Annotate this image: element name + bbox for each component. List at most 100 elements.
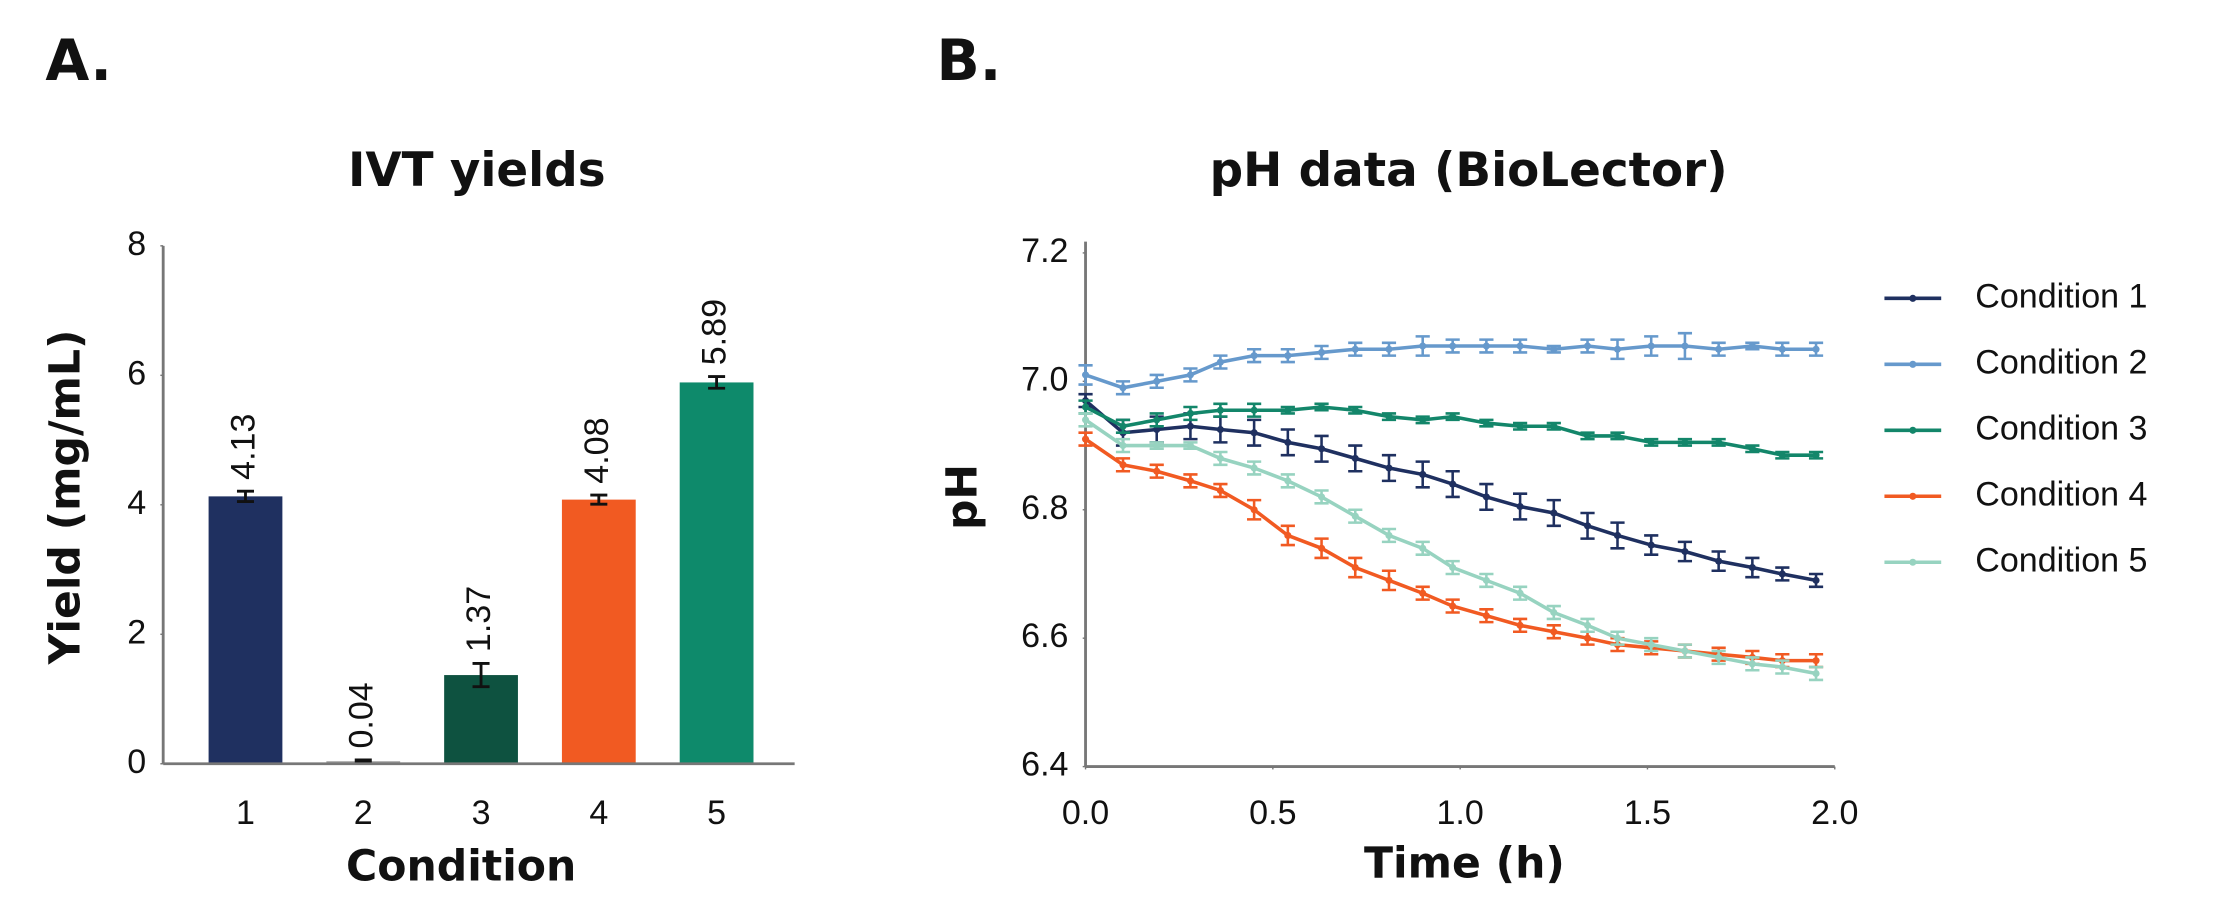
y-tick-label: 6 xyxy=(127,354,146,392)
marker xyxy=(1482,493,1490,501)
marker xyxy=(1153,425,1161,434)
marker xyxy=(1318,544,1326,552)
marker xyxy=(1351,345,1359,353)
series-line xyxy=(1084,418,1817,676)
marker xyxy=(1081,403,1090,411)
marker xyxy=(1318,403,1326,411)
marker xyxy=(1516,589,1524,597)
y-tick-label: 2 xyxy=(127,613,146,651)
y-tick-label: 8 xyxy=(127,225,146,263)
marker xyxy=(1216,486,1224,495)
value-label: 4.13 xyxy=(224,414,262,480)
marker xyxy=(1550,345,1558,353)
marker xyxy=(1419,589,1427,597)
marker xyxy=(1748,342,1756,350)
marker xyxy=(1681,342,1689,350)
marker xyxy=(1284,406,1292,414)
marker xyxy=(1284,438,1292,446)
marker xyxy=(1284,477,1292,485)
marker xyxy=(1318,493,1326,501)
marker xyxy=(1119,461,1127,469)
marker xyxy=(1516,422,1524,430)
marker xyxy=(1419,416,1427,424)
marker xyxy=(1482,576,1490,584)
marker xyxy=(1550,608,1558,617)
marker xyxy=(1186,371,1194,379)
x-tick-label: 3 xyxy=(472,794,491,832)
marker xyxy=(1351,454,1359,462)
marker xyxy=(1647,438,1655,446)
marker xyxy=(1186,422,1194,430)
marker xyxy=(1715,438,1723,446)
bar xyxy=(561,499,636,764)
error-bar xyxy=(354,758,372,764)
bar xyxy=(679,382,754,764)
legend-label: Condition 2 xyxy=(1975,343,2147,381)
marker xyxy=(1748,660,1756,668)
marker xyxy=(1516,503,1524,511)
x-tick-label: 0.0 xyxy=(1062,794,1109,832)
marker xyxy=(1153,442,1161,450)
marker xyxy=(1647,541,1655,549)
legend-label: Condition 3 xyxy=(1975,409,2147,447)
legend-marker xyxy=(1909,360,1917,368)
marker xyxy=(1284,352,1292,360)
marker xyxy=(1216,358,1224,366)
value-label: 1.37 xyxy=(460,586,498,652)
marker xyxy=(1385,576,1393,584)
marker xyxy=(1119,442,1127,450)
x-axis-label: Condition xyxy=(346,841,576,891)
y-tick-label: 4 xyxy=(127,484,146,522)
marker xyxy=(1449,413,1457,421)
legend-label: Condition 1 xyxy=(1975,277,2147,315)
panel-label: B. xyxy=(937,28,1002,94)
marker xyxy=(1250,406,1258,414)
marker xyxy=(1081,371,1090,379)
marker xyxy=(1647,641,1655,649)
marker xyxy=(1351,512,1359,520)
marker xyxy=(1778,663,1786,671)
legend-label: Condition 4 xyxy=(1975,475,2147,513)
marker xyxy=(1748,445,1756,453)
marker xyxy=(1385,345,1393,353)
x-tick-label: 2 xyxy=(354,794,373,832)
marker xyxy=(1550,628,1558,636)
y-tick-label: 6.4 xyxy=(1021,746,1068,784)
marker xyxy=(1449,602,1457,610)
marker xyxy=(1153,416,1161,424)
marker xyxy=(1748,564,1756,572)
y-tick-label: 7.0 xyxy=(1021,360,1068,398)
y-axis-label: Yield (mg/mL) xyxy=(41,330,91,666)
marker xyxy=(1715,557,1723,565)
marker xyxy=(1482,419,1490,427)
y-tick-label: 6.8 xyxy=(1021,489,1068,527)
error-bar xyxy=(590,493,608,506)
error-bar xyxy=(472,661,490,689)
marker xyxy=(1613,432,1622,440)
series-line xyxy=(1084,399,1817,583)
x-axis-label: Time (h) xyxy=(1364,838,1565,888)
marker xyxy=(1550,422,1558,430)
marker xyxy=(1681,547,1689,556)
marker xyxy=(1778,451,1786,459)
x-tick-label: 1 xyxy=(236,794,255,832)
marker xyxy=(1351,564,1359,572)
x-tick-label: 2.0 xyxy=(1811,794,1858,832)
marker xyxy=(1613,531,1622,539)
marker xyxy=(1385,413,1393,421)
legend-label: Condition 5 xyxy=(1975,541,2147,579)
marker xyxy=(1119,422,1127,430)
marker xyxy=(1250,506,1258,514)
marker xyxy=(1419,544,1427,552)
x-tick-label: 5 xyxy=(707,794,726,832)
marker xyxy=(1613,345,1622,353)
marker xyxy=(1812,576,1820,584)
value-label: 4.08 xyxy=(578,417,616,483)
marker xyxy=(1778,570,1786,578)
marker xyxy=(1449,564,1457,572)
marker xyxy=(1681,438,1689,446)
marker xyxy=(1250,429,1258,437)
chart-title: IVT yields xyxy=(348,144,606,198)
marker xyxy=(1351,406,1359,414)
